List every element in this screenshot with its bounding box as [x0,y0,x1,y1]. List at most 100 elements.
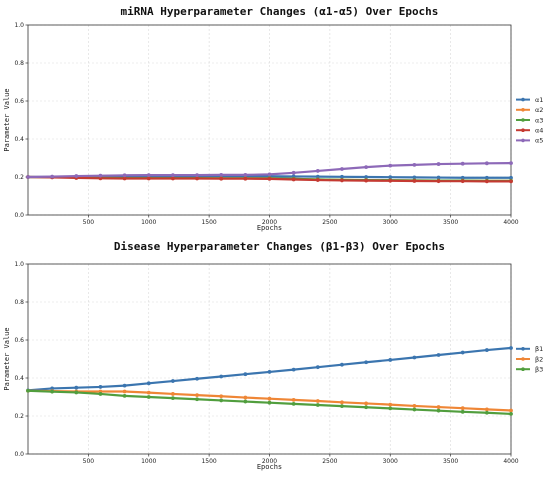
x-axis-label: Epochs [257,463,282,471]
data-point [74,390,79,395]
data-point [460,406,465,411]
x-tick-label: 3000 [383,458,398,465]
legend-item: β2 [516,355,543,363]
data-point [122,176,127,181]
data-point [509,408,513,413]
data-point [412,175,417,180]
x-tick-label: 2000 [262,458,277,465]
series-α5 [26,161,513,179]
data-point [267,396,272,401]
data-point [436,179,441,184]
data-point [267,400,272,405]
data-point [340,178,344,183]
data-point [460,409,465,414]
data-point [243,176,248,181]
data-point [412,179,417,183]
data-point [460,161,465,166]
chart-title: Disease Hyperparameter Changes (β1-β3) O… [114,240,445,253]
y-tick-label: 0.6 [14,98,24,105]
y-tick-label: 1.0 [14,261,24,268]
data-point [388,175,393,180]
data-point [50,386,55,391]
data-point [171,396,175,401]
data-point [195,173,199,178]
data-point [291,177,296,182]
data-point [171,392,175,396]
x-tick-label: 2000 [262,219,277,226]
legend-marker [521,97,525,102]
data-point [509,412,513,416]
data-point [509,346,513,350]
data-point [98,173,103,178]
x-tick-label: 1500 [201,458,216,465]
legend-item: α2 [516,106,543,114]
chart-panel-2: Disease Hyperparameter Changes (β1-β3) O… [3,240,543,471]
data-point [315,178,320,182]
data-point [364,405,368,410]
series-β1 [26,346,513,393]
data-point [26,388,30,393]
legend-label: α5 [535,137,543,145]
x-tick-label: 3500 [443,458,458,465]
chart-title: miRNA Hyperparameter Changes (α1-α5) Ove… [121,5,439,18]
data-point [243,372,248,377]
data-point [171,173,175,178]
data-point [122,383,127,388]
legend-label: α3 [535,116,543,124]
data-point [122,393,127,398]
data-point [74,174,79,178]
data-point [267,172,272,177]
data-point [340,362,344,367]
y-tick-label: 0.0 [14,212,24,219]
data-point [388,358,393,362]
series-α4 [26,175,513,184]
y-tick-label: 0.8 [14,299,24,306]
y-tick-label: 0.8 [14,60,24,67]
y-tick-label: 0.0 [14,451,24,458]
data-point [364,360,368,365]
y-axis-label: Parameter Value [3,327,11,390]
data-point [388,163,393,168]
x-tick-label: 500 [83,458,95,465]
legend: α1 α2 α3 α4 α5 [516,96,543,145]
x-tick-label: 1500 [201,219,216,226]
series-β3 [26,388,513,416]
data-point [219,398,224,403]
data-point [291,397,296,402]
data-point [146,395,151,399]
legend-label: β3 [535,366,543,374]
legend-marker [521,108,525,112]
x-tick-label: 1000 [141,219,156,226]
data-point [388,178,393,183]
data-point [315,399,320,403]
data-point [484,161,489,166]
x-tick-label: 4000 [503,219,518,226]
data-point [509,161,513,166]
legend-item: β3 [516,366,543,374]
data-point [412,407,417,412]
data-point [171,379,175,383]
data-point [219,176,224,181]
y-tick-label: 0.2 [14,413,24,420]
data-point [436,175,441,180]
data-point [412,404,417,408]
data-point [364,401,368,406]
data-point [436,162,441,166]
x-tick-label: 2500 [322,219,337,226]
data-point [388,402,393,407]
legend-marker [521,347,525,351]
data-point [50,174,55,179]
legend-label: β2 [535,355,543,363]
data-point [388,406,393,411]
y-tick-label: 0.4 [14,375,24,382]
legend-label: α1 [535,96,543,104]
legend-item: β1 [516,345,543,353]
data-point [122,389,127,394]
series-β2 [26,388,513,413]
data-point [484,410,489,415]
data-point [340,167,344,171]
data-point [98,385,103,389]
legend-marker [521,118,525,122]
data-point [146,173,151,178]
